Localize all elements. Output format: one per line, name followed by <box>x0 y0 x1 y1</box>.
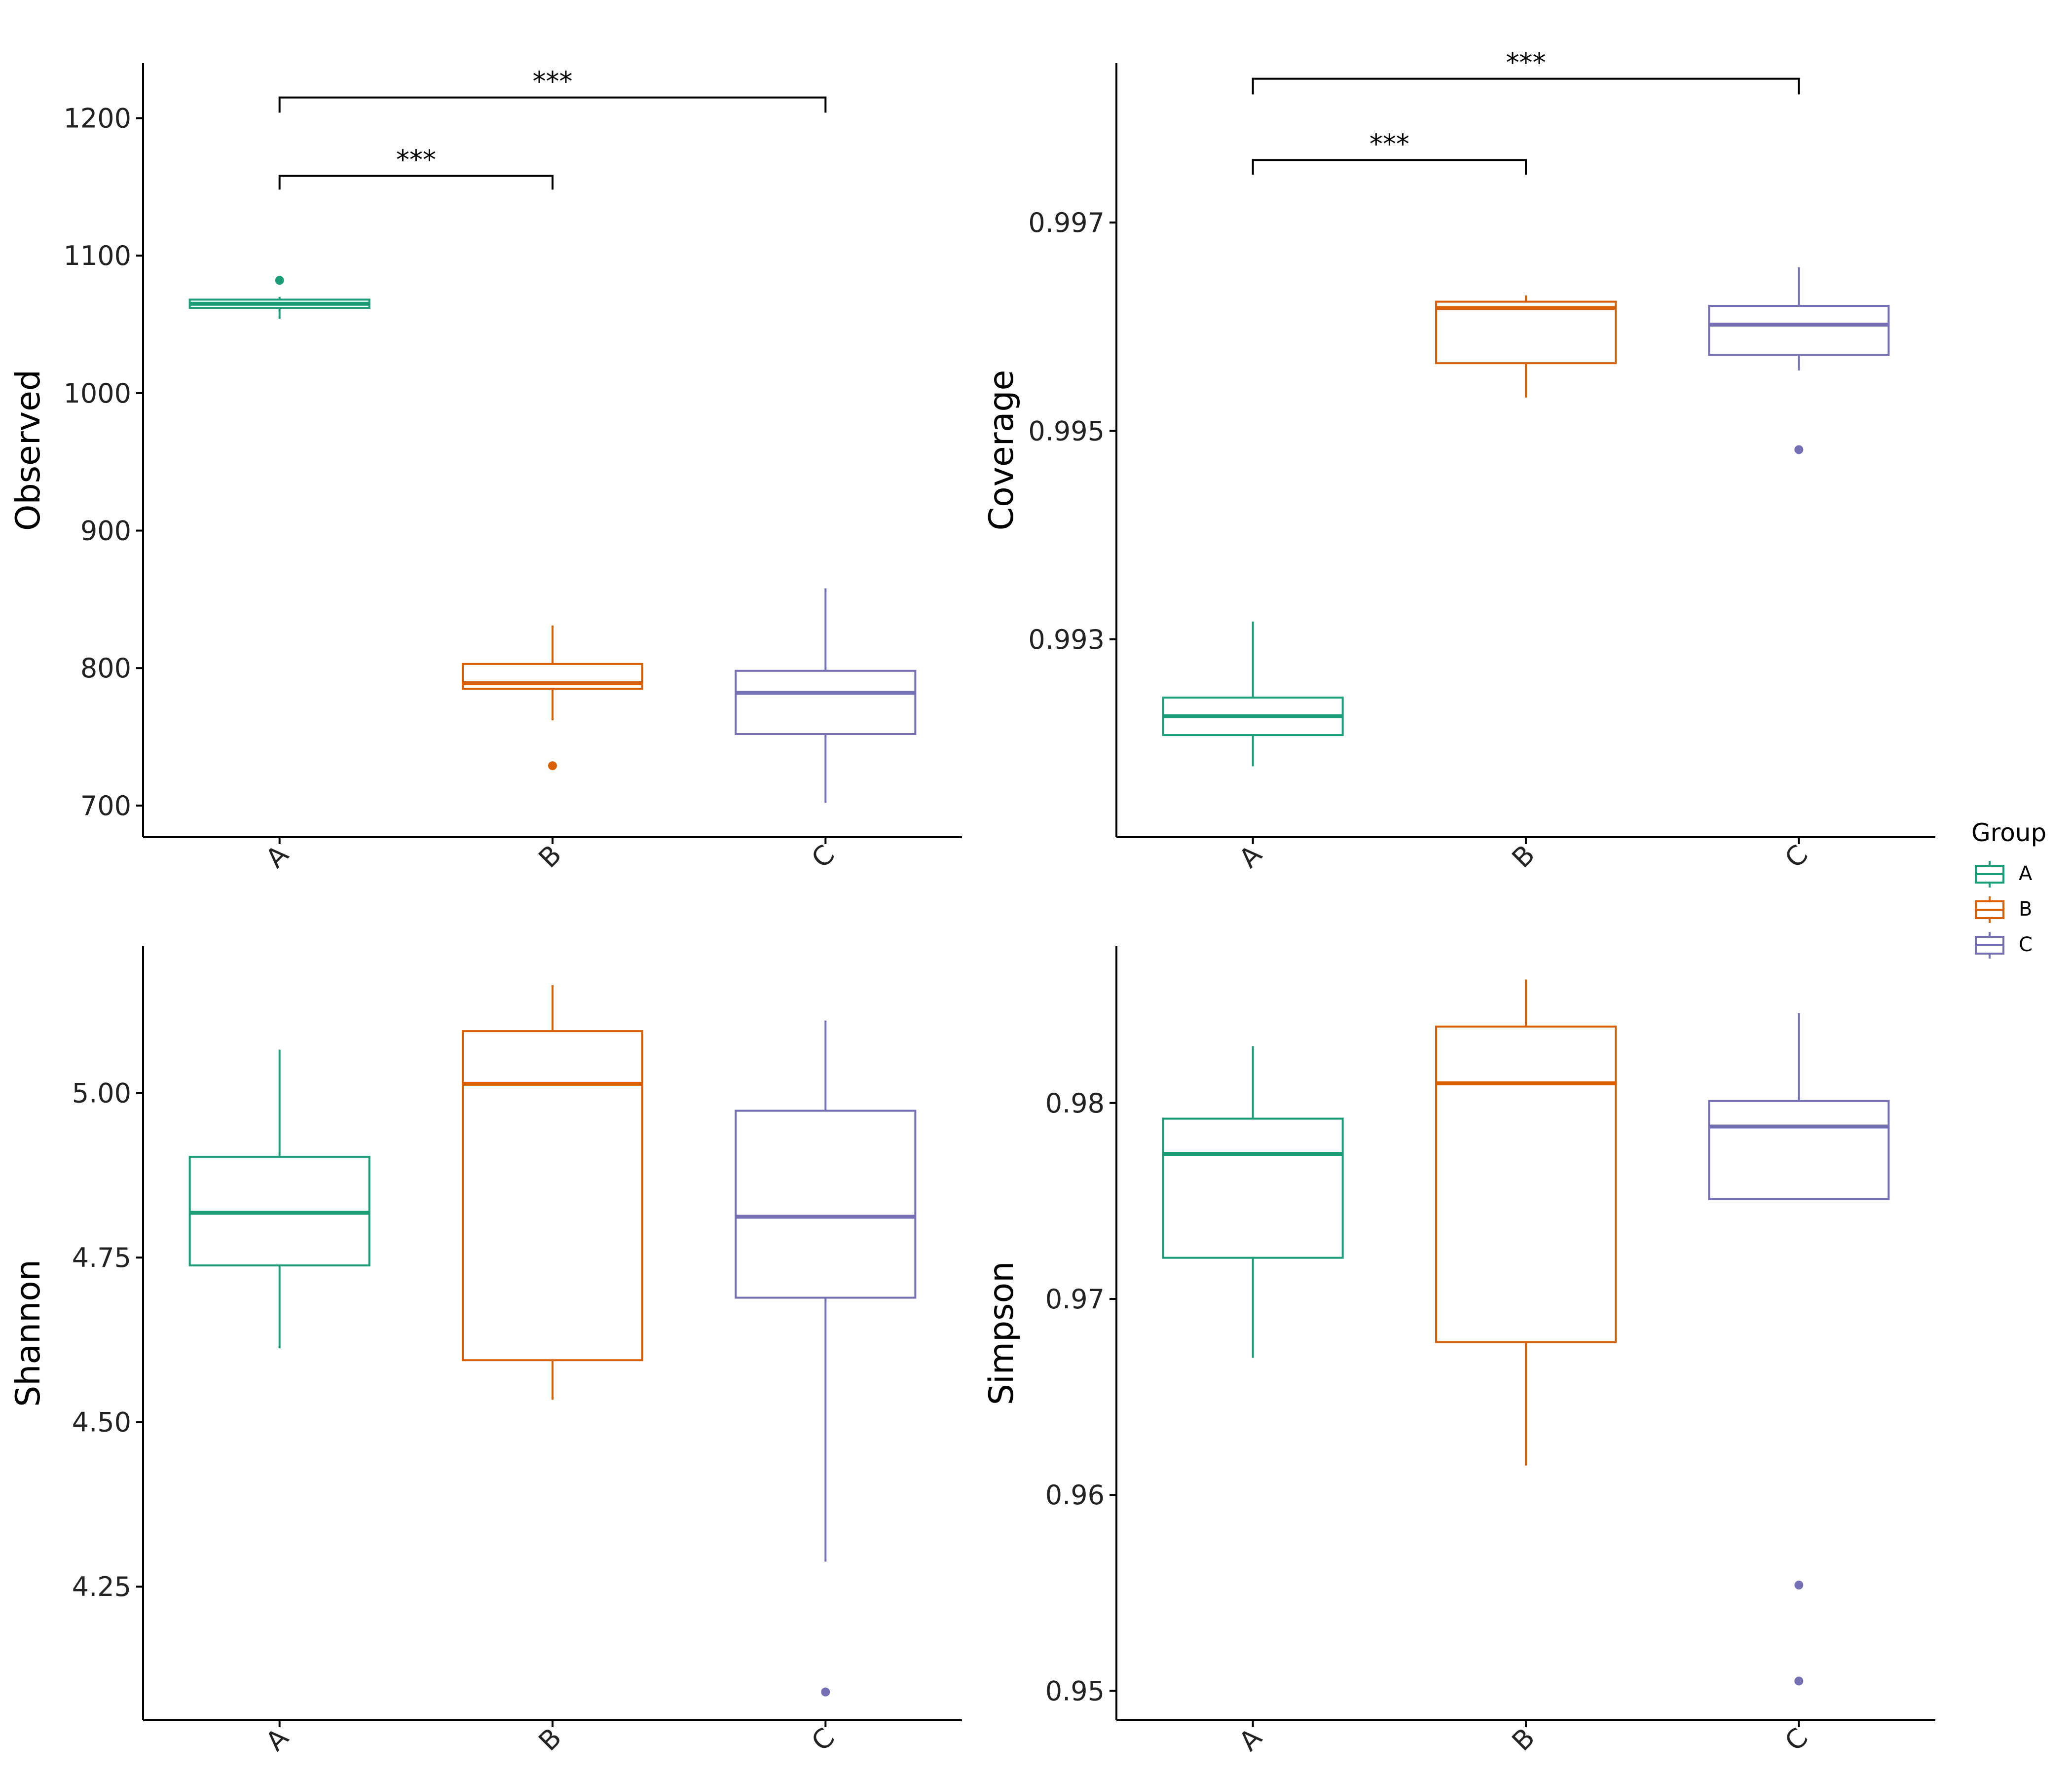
legend-item-c: C <box>1975 932 2033 959</box>
y-tick-label: 700 <box>80 790 131 821</box>
y-axis-title: Shannon <box>9 1259 48 1407</box>
significance-bracket <box>1252 77 1800 95</box>
significance-label: *** <box>1369 128 1409 159</box>
legend-title: Group <box>1971 818 2046 847</box>
box-a <box>1162 621 1344 767</box>
box-b <box>462 985 643 1400</box>
x-tick-label: B <box>1506 1722 1541 1757</box>
legend-label-c: C <box>2019 933 2033 956</box>
box-body <box>735 669 917 735</box>
outlier-point <box>821 1687 830 1697</box>
box-body <box>1708 1100 1890 1200</box>
significance-label: *** <box>533 66 573 97</box>
legend: Group A B C <box>1971 818 2046 959</box>
box-a <box>188 276 370 319</box>
x-tick-label: B <box>533 839 568 874</box>
box-b <box>462 625 643 771</box>
box-body <box>1435 1025 1617 1343</box>
x-tick-label: A <box>259 839 295 874</box>
box-b <box>1435 979 1617 1466</box>
box-c <box>1708 267 1890 454</box>
significance-bracket <box>278 96 827 113</box>
significance-bracket <box>1252 159 1527 175</box>
y-tick-label: 800 <box>80 653 131 684</box>
box-c <box>735 1020 917 1697</box>
x-tick-label: C <box>1779 1722 1814 1757</box>
outlier-point <box>1794 445 1804 454</box>
outlier-point <box>275 276 284 285</box>
y-axis-title: Coverage <box>982 370 1021 531</box>
panel-simpson: 0.95 0.96 0.97 0.98 A B C Simpson <box>982 946 1935 1757</box>
legend-key-c <box>1975 932 2004 959</box>
x-tick-label: B <box>533 1722 568 1757</box>
significance-label: *** <box>396 145 436 176</box>
significance-a-b: *** <box>278 145 554 190</box>
y-tick-label: 0.97 <box>1045 1284 1105 1315</box>
panel-shannon: 4.25 4.50 4.75 5.00 A B C Shannon <box>9 946 962 1757</box>
legend-key-b <box>1975 896 2004 923</box>
y-tick-label: 0.96 <box>1045 1480 1105 1511</box>
y-axis-title: Observed <box>9 370 48 531</box>
y-tick-label: 4.75 <box>72 1242 131 1273</box>
significance-label: *** <box>1506 47 1546 78</box>
y-tick-label: 4.50 <box>72 1407 131 1438</box>
legend-item-a: A <box>1975 861 2033 888</box>
y-tick-label: 0.95 <box>1045 1675 1105 1706</box>
x-tick-label: A <box>1233 1722 1268 1757</box>
y-tick-label: 1000 <box>64 378 131 409</box>
outlier-point <box>548 761 557 771</box>
box-c <box>735 588 917 803</box>
y-tick-label: 0.997 <box>1028 207 1105 238</box>
panel-coverage: 0.993 0.995 0.997 A B C Coverage *** *** <box>982 47 1935 874</box>
outlier-point <box>1794 1580 1804 1590</box>
x-tick-label: C <box>806 1722 841 1757</box>
box-body <box>462 1030 643 1362</box>
x-tick-label: C <box>1779 839 1814 874</box>
y-tick-label: 900 <box>80 516 131 547</box>
legend-key-a <box>1975 861 2004 888</box>
legend-label-b: B <box>2019 898 2032 921</box>
y-axis-title: Simpson <box>982 1261 1021 1406</box>
x-tick-label: A <box>1233 839 1268 874</box>
x-tick-label: C <box>806 839 841 874</box>
legend-item-b: B <box>1975 896 2032 923</box>
x-tick-label: A <box>259 1722 295 1757</box>
y-tick-label: 0.993 <box>1028 624 1105 655</box>
y-tick-label: 1100 <box>64 240 131 271</box>
box-c <box>1708 1013 1890 1686</box>
box-b <box>1435 295 1617 398</box>
y-tick-label: 5.00 <box>72 1078 131 1109</box>
significance-bracket <box>278 175 554 190</box>
box-body <box>735 1110 917 1299</box>
significance-a-c: *** <box>1252 47 1800 95</box>
outlier-point <box>1794 1676 1804 1686</box>
box-a <box>1162 1046 1344 1358</box>
panel-observed: 700 800 900 1000 1100 1200 A B C Observed *** *** <box>9 63 962 874</box>
box-body <box>1435 300 1617 365</box>
significance-a-b: *** <box>1252 128 1527 175</box>
legend-label-a: A <box>2019 862 2033 885</box>
x-tick-label: B <box>1506 839 1541 874</box>
box-body <box>1708 305 1890 356</box>
box-a <box>188 1049 370 1349</box>
y-tick-label: 0.995 <box>1028 415 1105 446</box>
y-tick-label: 4.25 <box>72 1571 131 1602</box>
y-tick-label: 1200 <box>64 103 131 134</box>
box-body <box>1162 1117 1344 1259</box>
significance-a-c: *** <box>278 66 827 113</box>
y-tick-label: 0.98 <box>1045 1088 1105 1119</box>
